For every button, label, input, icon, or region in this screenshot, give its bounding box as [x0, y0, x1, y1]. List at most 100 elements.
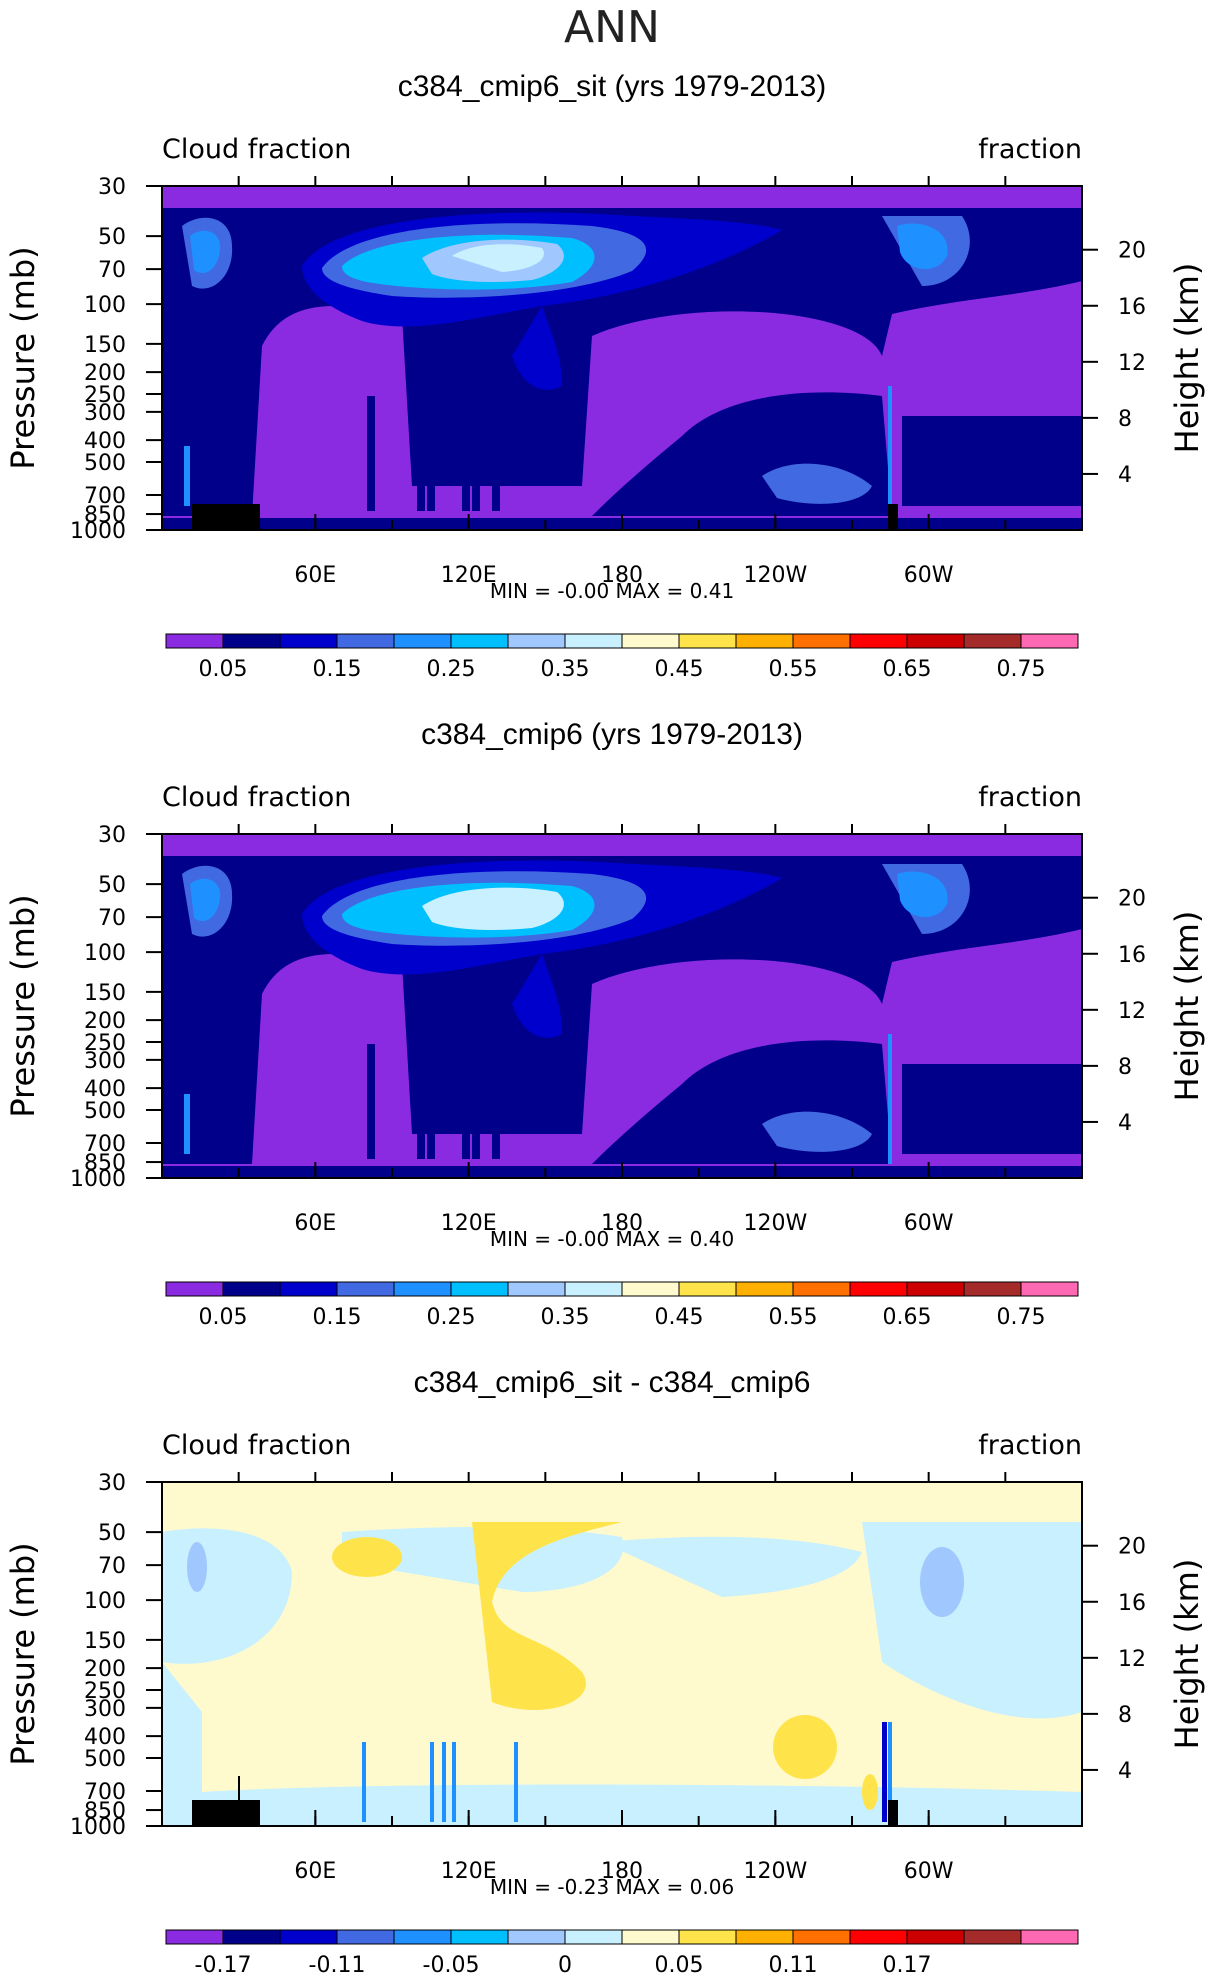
colorbar-swatch: [507, 1929, 566, 1945]
page-title: ANN: [564, 2, 660, 53]
colorbar-swatch: [165, 1929, 224, 1945]
y-tick-label: 70: [98, 906, 126, 931]
x-tick-label: 60W: [904, 563, 954, 588]
height-tick-label: 12: [1118, 999, 1146, 1024]
y-tick-label: 100: [84, 941, 126, 966]
x-tick-label: 60E: [294, 1859, 336, 1884]
y-tick-label: 70: [98, 258, 126, 283]
colorbar-swatch: [279, 1929, 338, 1945]
left-corner-label: Cloud fraction: [162, 1430, 351, 1461]
y-tick-label: 250: [84, 1031, 126, 1056]
contour-field: [162, 1482, 1082, 1826]
colorbar-label: 0.65: [883, 1305, 932, 1330]
x-tick-label: 120W: [743, 1211, 807, 1236]
y-tick-label: 500: [84, 451, 126, 476]
colorbar-swatch: [849, 1929, 908, 1945]
y-axis-title-right: Height (km): [1168, 263, 1206, 454]
colorbar-label: 0.45: [655, 657, 704, 682]
colorbar-label: 0.05: [655, 1953, 704, 1978]
colorbar-label: 0.05: [199, 657, 248, 682]
colorbar-label: 0.25: [427, 657, 476, 682]
height-tick-label: 4: [1118, 463, 1132, 488]
colorbar-swatch: [621, 1281, 680, 1297]
colorbar-label: 0.15: [313, 1305, 362, 1330]
y-tick-label: 200: [84, 1657, 126, 1682]
colorbar-swatch: [450, 1281, 509, 1297]
height-tick-label: 8: [1118, 1703, 1132, 1728]
y-tick-label: 1000: [70, 1815, 126, 1840]
colorbar-label: -0.05: [423, 1953, 480, 1978]
colorbar-label: 0.55: [769, 657, 818, 682]
height-tick-label: 4: [1118, 1759, 1132, 1784]
colorbar-label: 0.25: [427, 1305, 476, 1330]
y-tick-label: 50: [98, 873, 126, 898]
colorbar-swatch: [336, 1929, 395, 1945]
colorbar-label: 0.17: [883, 1953, 932, 1978]
height-tick-label: 20: [1118, 239, 1146, 264]
y-tick-label: 250: [84, 1679, 126, 1704]
colorbar-swatch: [906, 633, 965, 649]
y-tick-label: 50: [98, 1521, 126, 1546]
y-tick-label: 400: [84, 1725, 126, 1750]
colorbar-label: 0.15: [313, 657, 362, 682]
y-tick-label: 400: [84, 1077, 126, 1102]
height-tick-label: 8: [1118, 1055, 1132, 1080]
colorbar-swatch: [222, 1281, 281, 1297]
x-tick-label: 60E: [294, 563, 336, 588]
y-tick-label: 250: [84, 383, 126, 408]
y-axis-title-right: Height (km): [1168, 1559, 1206, 1750]
right-corner-label: fraction: [978, 782, 1082, 813]
height-tick-label: 16: [1118, 943, 1146, 968]
height-tick-label: 20: [1118, 887, 1146, 912]
y-axis-title: Pressure (mb): [4, 894, 42, 1117]
colorbar-swatch: [165, 633, 224, 649]
left-corner-label: Cloud fraction: [162, 134, 351, 165]
x-tick-label: 180: [601, 1859, 643, 1884]
colorbar-swatch: [792, 1929, 851, 1945]
x-tick-label: 120E: [441, 563, 497, 588]
panel-3: c384_cmip6_sit - c384_cmip6 Cloud fractio…: [4, 1366, 1206, 1978]
x-tick-label: 120W: [743, 563, 807, 588]
colorbar-swatch: [735, 1929, 794, 1945]
colorbar-swatch: [336, 1281, 395, 1297]
y-tick-label: 150: [84, 981, 126, 1006]
y-tick-label: 700: [84, 1780, 126, 1805]
colorbar-label: 0.55: [769, 1305, 818, 1330]
colorbar-swatch: [564, 1281, 623, 1297]
height-tick-label: 8: [1118, 407, 1132, 432]
colorbar-label: 0.35: [541, 1305, 590, 1330]
colorbar-swatch: [165, 1281, 224, 1297]
colorbar-swatch: [963, 1929, 1022, 1945]
min-max-text: MIN = -0.23 MAX = 0.06: [490, 1875, 734, 1899]
colorbar-label: 0.65: [883, 657, 932, 682]
colorbar-swatch: [849, 1281, 908, 1297]
colorbar-swatch: [279, 633, 338, 649]
x-tick-label: 120E: [441, 1211, 497, 1236]
colorbar-swatch: [792, 633, 851, 649]
min-max-text: MIN = -0.00 MAX = 0.41: [490, 579, 734, 603]
colorbar-swatch: [336, 633, 395, 649]
y-tick-label: 700: [84, 484, 126, 509]
colorbar-label: 0.75: [997, 657, 1046, 682]
colorbar-swatch: [792, 1281, 851, 1297]
colorbar-swatch: [564, 1929, 623, 1945]
colorbar-label: 0.35: [541, 657, 590, 682]
colorbar-swatch: [963, 1281, 1022, 1297]
x-tick-label: 180: [601, 1211, 643, 1236]
panel-title: c384_cmip6 (yrs 1979-2013): [421, 718, 803, 751]
colorbar-swatch: [1020, 1281, 1079, 1297]
y-axis-title: Pressure (mb): [4, 246, 42, 469]
colorbar-swatch: [849, 633, 908, 649]
x-tick-label: 60E: [294, 1211, 336, 1236]
y-tick-label: 500: [84, 1099, 126, 1124]
x-tick-label: 60W: [904, 1211, 954, 1236]
colorbar-label: 0: [558, 1953, 572, 1978]
panels: c384_cmip6_sit (yrs 1979-2013) Cloud frac…: [4, 70, 1206, 1978]
colorbar-label: -0.11: [309, 1953, 366, 1978]
panel-2: c384_cmip6 (yrs 1979-2013) Cloud fraction…: [4, 718, 1206, 1330]
height-tick-label: 12: [1118, 1647, 1146, 1672]
y-tick-label: 100: [84, 1589, 126, 1614]
y-tick-label: 500: [84, 1747, 126, 1772]
colorbar-swatch: [279, 1281, 338, 1297]
panel-title: c384_cmip6_sit (yrs 1979-2013): [398, 70, 827, 103]
